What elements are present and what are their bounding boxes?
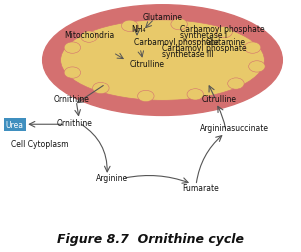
Text: Citrulline: Citrulline xyxy=(130,59,165,68)
Ellipse shape xyxy=(93,83,109,94)
Text: Cell Cytoplasm: Cell Cytoplasm xyxy=(11,139,68,148)
Text: Carbamoyl phosphate: Carbamoyl phosphate xyxy=(163,44,247,53)
Ellipse shape xyxy=(244,43,261,54)
Ellipse shape xyxy=(138,91,154,102)
Text: Citrulline: Citrulline xyxy=(202,94,237,103)
Ellipse shape xyxy=(216,27,232,39)
Ellipse shape xyxy=(64,43,81,54)
Text: Ornithine: Ornithine xyxy=(57,119,93,128)
Text: synthetase III: synthetase III xyxy=(163,50,214,58)
Text: synthetase I: synthetase I xyxy=(181,31,228,40)
Text: NH₄: NH₄ xyxy=(131,25,145,34)
Text: Carbamoyl phosphate: Carbamoyl phosphate xyxy=(134,38,219,47)
Text: Figure 8.7  Ornithine cycle: Figure 8.7 Ornithine cycle xyxy=(57,232,244,245)
Text: Mitochondria: Mitochondria xyxy=(64,31,114,40)
Ellipse shape xyxy=(187,89,203,101)
Ellipse shape xyxy=(81,32,97,43)
Text: Fumarate: Fumarate xyxy=(182,183,219,192)
Text: Arginine: Arginine xyxy=(95,173,128,182)
Ellipse shape xyxy=(228,79,244,90)
Text: Carbamoyl phosphate: Carbamoyl phosphate xyxy=(181,25,265,34)
Ellipse shape xyxy=(171,19,187,31)
Ellipse shape xyxy=(43,6,282,116)
Ellipse shape xyxy=(64,68,81,79)
Ellipse shape xyxy=(76,31,249,91)
Text: Glutamine: Glutamine xyxy=(206,38,246,47)
Text: Urea: Urea xyxy=(6,120,24,129)
Ellipse shape xyxy=(61,21,264,101)
Ellipse shape xyxy=(249,61,265,73)
Text: Glutamine: Glutamine xyxy=(142,13,182,21)
Ellipse shape xyxy=(122,21,138,32)
Text: Argininasuccinate: Argininasuccinate xyxy=(200,123,269,133)
Text: Ornithine: Ornithine xyxy=(53,94,89,103)
